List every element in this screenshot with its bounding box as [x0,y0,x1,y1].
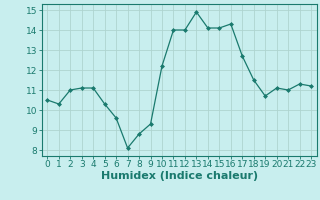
X-axis label: Humidex (Indice chaleur): Humidex (Indice chaleur) [100,171,258,181]
